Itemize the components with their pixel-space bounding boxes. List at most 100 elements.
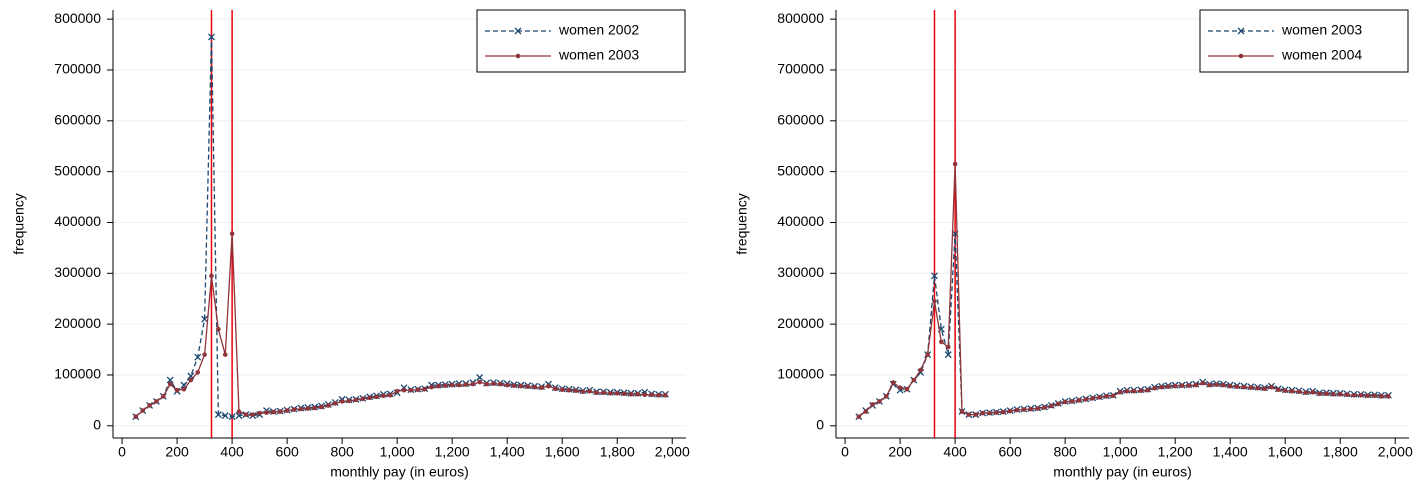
marker [208,33,215,41]
marker [332,401,338,406]
marker [1007,408,1013,414]
chart-panel: 0 100000 200000 300000 400000 500000 600000 700… [734,9,1413,480]
marker [443,383,448,388]
marker [133,414,139,419]
marker [1090,396,1095,401]
legend-box [476,9,686,73]
marker [511,383,517,388]
marker [1296,389,1302,395]
marker [1310,389,1316,395]
y-tick-label: 700000 [54,61,101,77]
y-tick-label: 0 [93,417,101,433]
marker [449,382,455,388]
y-tick-label: 800000 [54,10,101,26]
marker [1028,406,1034,412]
marker [944,351,952,359]
marker [959,409,965,414]
x-tick-label: 1,000 [380,444,415,460]
marker [1372,393,1377,399]
marker [504,382,510,388]
marker [147,403,152,408]
marker [194,353,202,361]
marker [353,397,359,403]
marker [235,412,243,420]
marker [429,384,434,390]
marker [1014,407,1020,413]
x-tick-label: 1,400 [1213,444,1248,460]
marker [1035,406,1040,411]
x-axis-title: monthly pay (in euros) [330,464,469,480]
series-line [858,163,1389,418]
marker [161,394,166,399]
chart-panel: 0 100000 200000 300000 400000 500000 600000 700… [11,9,690,480]
marker [987,410,992,416]
y-tick-label: 800000 [777,10,824,26]
marker [216,326,221,332]
marker [1069,399,1075,404]
marker [973,412,979,417]
marker [236,409,242,414]
marker [188,377,194,383]
marker [1159,384,1164,390]
marker [1000,409,1006,415]
marker [374,394,379,400]
marker [1124,388,1130,394]
marker [436,383,441,389]
marker [1358,393,1364,398]
y-tick-label: 200000 [54,315,101,331]
marker [608,390,613,396]
legend-label: women 2003 [1281,22,1362,38]
marker [518,383,524,389]
marker [1379,394,1384,399]
x-tick-label: 1,200 [435,444,470,460]
marker [1172,383,1178,389]
marker [890,380,896,385]
marker [642,392,648,398]
x-tick-label: 200 [165,444,189,460]
legend-marker [515,53,521,59]
marker [856,414,862,419]
y-tick-label: 300000 [777,264,824,280]
marker [1104,394,1109,399]
x-tick-label: 1,400 [490,444,525,460]
marker [477,379,482,385]
marker [884,394,889,399]
marker [932,298,937,304]
marker [1365,393,1371,399]
marker [1166,384,1171,389]
marker [525,384,531,389]
x-tick-label: 1,600 [545,444,580,460]
marker [257,410,262,416]
marker [154,399,159,404]
marker [532,384,538,390]
marker [229,231,235,236]
marker [1097,395,1102,400]
marker [1152,385,1157,391]
marker [367,395,372,401]
marker [228,413,236,421]
marker [222,352,228,357]
marker [1262,386,1267,391]
marker [1289,388,1295,394]
marker [319,404,324,410]
x-tick-label: 1,800 [600,444,635,460]
marker [408,387,414,393]
x-tick-label: 1,800 [1323,444,1358,460]
marker [243,412,249,417]
marker [346,398,352,404]
legend-label: women 2003 [558,47,639,63]
marker [863,409,869,414]
marker [209,273,214,279]
marker [1276,387,1281,393]
marker [277,409,283,414]
x-tick-label: 400 [220,444,244,460]
marker [580,389,586,395]
y-tick-label: 400000 [54,213,101,229]
marker [1331,391,1336,397]
marker [594,390,599,396]
marker [621,391,627,397]
marker [326,403,331,408]
marker [1117,389,1123,395]
marker [298,406,304,412]
marker [491,381,496,386]
